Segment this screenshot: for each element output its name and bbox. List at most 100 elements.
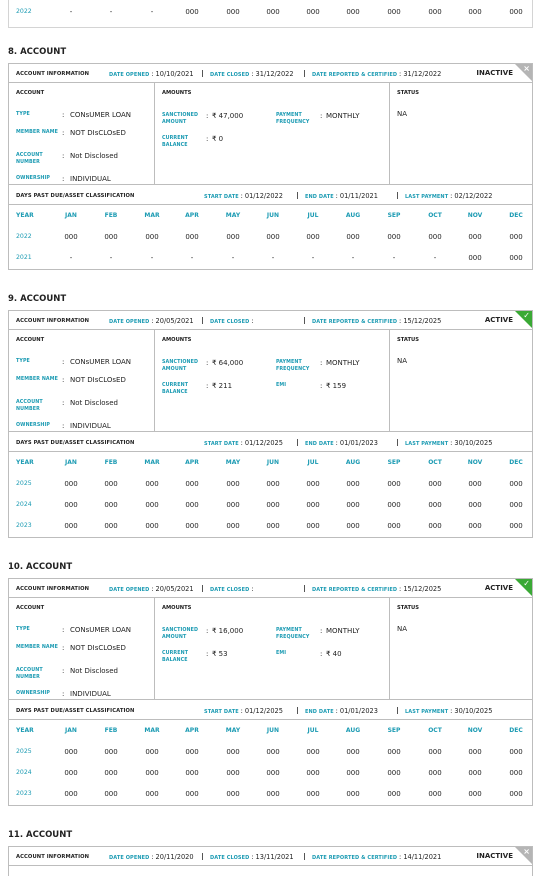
month-cell: 000: [346, 748, 360, 756]
date-reported: DATE REPORTED & CERTIFIED : 15/12/2025: [312, 585, 441, 593]
sanctioned-amount-label: SANCTIONED AMOUNT: [162, 360, 199, 372]
month-cell: 000: [387, 769, 401, 777]
month-cell: DEC: [509, 212, 523, 219]
month-cell: -: [109, 8, 113, 16]
month-cell: 000: [428, 522, 442, 530]
month-cell: -: [433, 254, 437, 262]
month-cell: 000: [468, 8, 482, 16]
month-cell: FEB: [104, 727, 118, 734]
status-column-heading: STATUS: [397, 605, 419, 611]
status-value: NA: [397, 625, 408, 633]
check-icon: ✓: [523, 311, 530, 320]
month-cell: -: [109, 254, 113, 262]
divider: [304, 853, 305, 860]
payment-frequency-label: PAYMENT FREQUENCY: [276, 628, 310, 640]
date-opened: DATE OPENED : 10/10/2021: [109, 70, 194, 78]
month-cell: FEB: [104, 459, 118, 466]
month-cell: 000: [387, 8, 401, 16]
current-balance-value: ₹ 211: [212, 382, 233, 390]
end-date-value: : 01/01/2023: [335, 439, 378, 447]
payment-frequency-value: MONTHLY: [326, 627, 360, 635]
divider: [202, 853, 203, 860]
sanctioned-amount-value: ₹ 47,000: [212, 112, 244, 120]
month-cell: 000: [226, 748, 240, 756]
ownership-value: INDIVIDUAL: [70, 422, 111, 430]
payment-frequency-value: MONTHLY: [326, 359, 360, 367]
account-number-value: Not Disclosed: [70, 152, 118, 160]
account-card: ACCOUNT INFORMATION DATE OPENED : 20/11/2…: [8, 846, 533, 876]
month-cell: APR: [185, 212, 199, 219]
dpd-label: DAYS PAST DUE/ASSET CLASSIFICATION: [16, 193, 135, 199]
emi-label: EMI: [276, 383, 287, 388]
colon: :: [62, 667, 65, 675]
month-cell: 000: [104, 233, 118, 241]
month-cell: 000: [306, 480, 320, 488]
month-cell: 000: [387, 522, 401, 530]
month-cell: -: [392, 254, 396, 262]
date-reported-value: : 15/12/2025: [399, 317, 442, 325]
date-opened-label: DATE OPENED: [109, 855, 152, 861]
month-cell: 000: [468, 522, 482, 530]
month-cell: 000: [428, 748, 442, 756]
month-cell: 000: [226, 8, 240, 16]
month-cell: 000: [509, 522, 523, 530]
member-name-value: NOT DIsCLOsED: [70, 376, 126, 384]
month-cell: OCT: [428, 459, 442, 466]
account-information-bar: ACCOUNT INFORMATION DATE OPENED : 20/05/2…: [9, 311, 532, 330]
date-reported: DATE REPORTED & CERTIFIED : 15/12/2025: [312, 317, 441, 325]
end-date-value: : 01/01/2023: [335, 707, 378, 715]
account-type-label: TYPE: [16, 112, 30, 117]
last-payment: LAST PAYMENT : 30/10/2025: [405, 707, 492, 715]
date-opened-label: DATE OPENED: [109, 587, 152, 593]
start-date: START DATE : 01/12/2022: [204, 192, 283, 200]
month-cell: 000: [306, 8, 320, 16]
month-cell: 000: [428, 769, 442, 777]
month-cell: 000: [266, 522, 280, 530]
month-cell: AUG: [345, 459, 361, 466]
divider: [202, 585, 203, 592]
end-date-label: END DATE: [305, 709, 336, 715]
close-icon: ×: [523, 64, 530, 73]
month-cell: 000: [266, 790, 280, 798]
month-cell: 000: [226, 501, 240, 509]
year-cell: 2022: [16, 233, 32, 240]
month-cell: SEP: [387, 727, 401, 734]
date-reported: DATE REPORTED & CERTIFIED : 14/11/2021: [312, 853, 441, 861]
month-cell: 000: [145, 748, 159, 756]
colon: :: [62, 422, 65, 430]
month-cell: 000: [145, 522, 159, 530]
month-cell: 000: [306, 522, 320, 530]
year-cell: 2025: [16, 480, 32, 487]
month-cell: 000: [64, 501, 78, 509]
date-reported-value: : 15/12/2025: [399, 585, 442, 593]
date-closed-label: DATE CLOSED: [210, 855, 252, 861]
month-cell: 000: [226, 769, 240, 777]
start-date-label: START DATE: [204, 194, 241, 200]
month-cell: -: [150, 254, 154, 262]
month-cell: DEC: [509, 459, 523, 466]
status-column-heading: STATUS: [397, 337, 419, 343]
start-date-value: : 01/12/2025: [240, 707, 283, 715]
account-column-heading: ACCOUNT: [16, 337, 45, 343]
month-cell: APR: [185, 459, 199, 466]
date-reported-value: : 14/11/2021: [399, 853, 442, 861]
last-payment-label: LAST PAYMENT: [405, 709, 451, 715]
month-cell: -: [69, 8, 73, 16]
month-cell: MAY: [225, 212, 241, 219]
date-reported-label: DATE REPORTED & CERTIFIED: [312, 319, 399, 325]
current-balance-value: ₹ 0: [212, 135, 224, 143]
month-cell: 000: [468, 790, 482, 798]
status-value: NA: [397, 357, 408, 365]
table-row: 2025 000 000 000 000 000 000 000 000 000 000 000 000: [9, 748, 532, 769]
month-cell: 000: [306, 233, 320, 241]
month-cell: 000: [387, 501, 401, 509]
month-cell: 000: [306, 790, 320, 798]
date-closed-value: :: [251, 317, 254, 325]
last-payment-value: : 30/10/2025: [450, 439, 493, 447]
month-cell: 000: [104, 748, 118, 756]
ownership-value: INDIVIDUAL: [70, 690, 111, 698]
account-column-heading: ACCOUNT: [16, 90, 45, 96]
month-cell: NOV: [467, 727, 483, 734]
month-cell: 000: [226, 480, 240, 488]
amounts-column-heading: AMOUNTS: [162, 605, 192, 611]
